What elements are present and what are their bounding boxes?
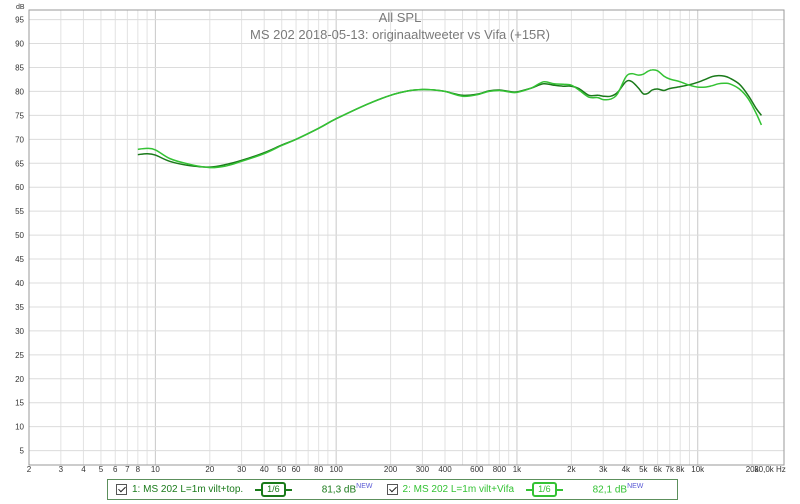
series-2-label: 2: MS 202 L=1m vilt+Vifa [402,484,515,495]
y-tick-label: 95 [15,16,24,25]
x-tick-label: 8k [676,465,685,474]
x-tick-label: 600 [470,465,484,474]
x-ticks: 2 3 4 5 6 7 8 10 20 30 40 50 60 80 100 200 300 400 600 800 1… [27,465,786,474]
y-tick-label: 20 [15,375,24,384]
x-tick-label: 10 [151,465,160,474]
series-1-swatch-right [285,488,292,491]
series-2-line [137,69,763,169]
x-tick-label: 400 [438,465,452,474]
y-tick-label: 45 [15,255,24,264]
y-tick-label: 55 [15,207,24,216]
series-1-checkbox[interactable] [116,484,127,495]
x-tick-label: 300 [416,465,430,474]
x-tick-label: 6k [653,465,662,474]
x-tick-label: 8 [136,465,141,474]
chart-subtitle: MS 202 2018-05-13: originaaltweeter vs V… [250,27,550,42]
x-tick-label: 7 [125,465,130,474]
x-tick-label: 40 [260,465,269,474]
y-tick-label: 70 [15,135,24,144]
grid [28,10,785,465]
series-lines [137,69,763,169]
series-2-smoothing[interactable]: 1/6 [526,482,563,497]
x-tick-label: 6 [113,465,118,474]
series-1-level: 81,3 dBNEW [322,483,373,495]
series-1-smoothing[interactable]: 1/6 [255,482,292,497]
series-2-checkbox[interactable] [386,484,398,495]
x-tick-label: 4k [622,465,631,474]
y-tick-label: 90 [15,40,24,49]
x-tick-label: 1k [513,465,522,474]
legend-item-1: 1: MS 202 L=1m vilt+top. 1/6 81,3 dBNEW [108,480,373,499]
x-tick-label: 800 [493,465,507,474]
y-tick-label: 5 [20,447,25,456]
series-2-swatch-right [556,488,563,491]
x-tick-label: 20 [205,465,214,474]
y-tick-label: 10 [15,423,24,432]
y-tick-label: 15 [15,399,24,408]
x-tick-label: 7k [666,465,675,474]
x-tick-label: 3 [59,465,64,474]
y-tick-label: 60 [15,183,24,192]
series-2-level-value: 82,1 dB [592,484,628,496]
series-1-new-badge: NEW [356,483,373,491]
x-tick-label: 20k [746,465,760,474]
series-1-swatch-left [255,488,262,491]
legend-item-2: 2: MS 202 L=1m vilt+Vifa 1/6 82,1 dBNEW [379,480,644,499]
y-tick-label: 50 [15,231,24,240]
y-tick-label: 85 [15,63,24,72]
legend-bar: 1: MS 202 L=1m vilt+top. 1/6 81,3 dBNEW … [107,479,678,500]
y-tick-label: 30 [15,327,24,336]
series-2-smoothing-label: 1/6 [532,482,557,497]
x-tick-label: 80 [314,465,323,474]
x-tick-label: 3k [599,465,608,474]
x-tick-label: 200 [384,465,398,474]
x-tick-label: 60 [292,465,301,474]
x-tick-label: 30 [237,465,246,474]
x-tick-label: 4 [81,465,86,474]
chart-title: All SPL [379,10,422,25]
y-tick-label: 65 [15,159,24,168]
x-tick-label: 100 [329,465,343,474]
series-2-new-badge: NEW [627,483,644,491]
series-1-label: 1: MS 202 L=1m vilt+top. [132,484,244,495]
x-tick-label: 2k [567,465,576,474]
x-tick-label: 10k [691,465,705,474]
y-ticks: 5 10 15 20 25 30 35 40 45 50 55 60 65 70 75 80 85 90 95 [15,16,24,456]
y-tick-label: 40 [15,279,24,288]
y-tick-label: 25 [15,351,24,360]
series-2-swatch-left [526,488,533,491]
x-tick-label: 30,0k Hz [754,465,786,474]
y-tick-label: 35 [15,303,24,312]
plot-area[interactable] [28,9,785,466]
series-1-level-value: 81,3 dB [321,484,357,496]
series-2-level: 82,1 dBNEW [593,483,644,495]
x-tick-label: 50 [277,465,286,474]
y-tick-label: 75 [15,111,24,120]
y-tick-label: 80 [15,87,24,96]
x-tick-label: 5k [639,465,648,474]
x-tick-label: 2 [27,465,32,474]
x-tick-label: 5 [99,465,104,474]
series-1-smoothing-label: 1/6 [261,482,286,497]
y-axis-unit: dB [16,4,25,11]
